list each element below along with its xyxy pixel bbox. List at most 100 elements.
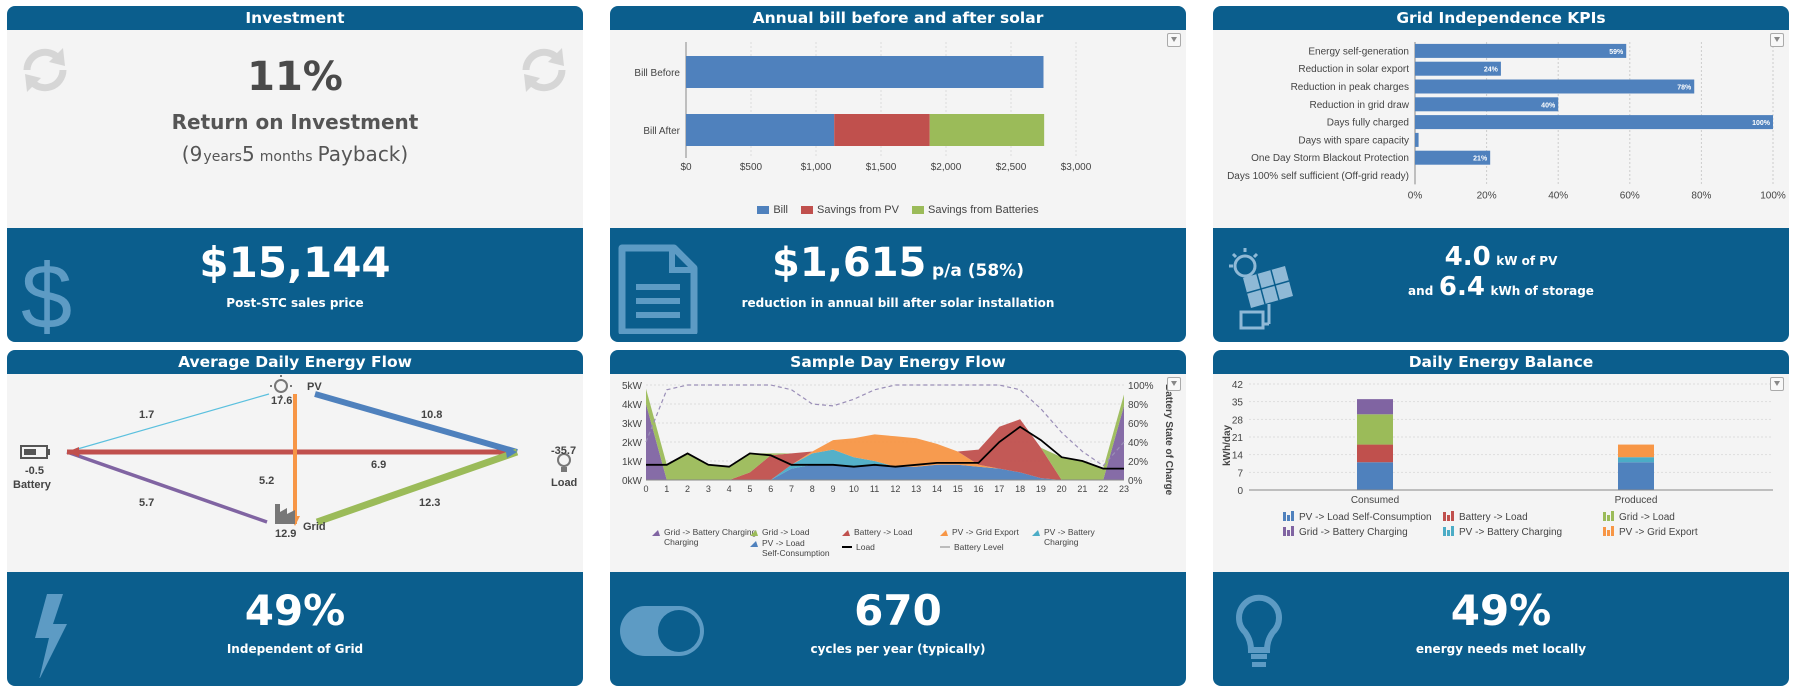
edge-label-battery-load: 6.9: [371, 459, 386, 471]
bill-chart: $0 $500 $1,000 $1,500 $2,000 $2,500 $3,000 Bill…: [634, 42, 1092, 173]
legend-label: Grid -> Load: [1619, 512, 1675, 523]
pv-node-value: 17.6: [271, 395, 292, 407]
solar-panel-icon: [1229, 248, 1293, 330]
legend-load: Load: [842, 542, 875, 552]
svg-text:PV -> Load: PV -> Load: [762, 538, 805, 548]
data-label: 100%: [1752, 120, 1771, 127]
area-series: [646, 404, 1124, 480]
x-tick-label: 4: [727, 484, 732, 494]
sample-title: Sample Day Energy Flow: [610, 350, 1186, 374]
category-label: Energy self-generation: [1308, 46, 1409, 57]
payback-tail: Payback): [317, 142, 409, 166]
kpi-body: 0% 20% 40% 60% 80% 100% Energy self-generation…: [1213, 30, 1789, 228]
bill-saving-label: reduction in annual bill after solar ins…: [741, 296, 1055, 310]
battery-level-line: [645, 384, 1125, 467]
x-tick-label: 2: [685, 484, 690, 494]
svg-text:Battery -> Load: Battery -> Load: [854, 527, 913, 537]
bar: [1415, 43, 1627, 58]
legend-swatch: [1287, 530, 1290, 536]
legend-battery-load: Battery -> Load: [842, 527, 913, 537]
sales-price: $15,144: [199, 238, 391, 287]
y2-tick-label: 60%: [1128, 419, 1148, 430]
bill-saving-suffix: p/a (58%): [931, 261, 1024, 281]
download-chart-button[interactable]: [1770, 33, 1784, 47]
download-chart-button[interactable]: [1770, 377, 1784, 391]
edge-label-pv-battery: 1.7: [139, 409, 154, 421]
x-tick-label: 20%: [1477, 190, 1497, 201]
grid-node-label: Grid: [303, 521, 326, 533]
x-tick-label: $0: [680, 162, 692, 173]
flow-footer: 49% Independent of Grid: [7, 572, 583, 686]
payback-months-unit: months: [259, 149, 313, 165]
legend-pv-export: PV -> Grid Export: [940, 527, 1019, 537]
svg-text:Battery Level: Battery Level: [954, 542, 1004, 552]
battery-icon: [20, 445, 50, 459]
legend-swatch: [1611, 526, 1614, 536]
category-label: Bill Before: [634, 68, 680, 79]
category-label: Days 100% self sufficient (Off-grid read…: [1227, 171, 1409, 182]
x-tick-label: 19: [1036, 484, 1046, 494]
x-tick-label: 11: [870, 484, 879, 494]
bar-segment: [1618, 457, 1654, 463]
kpi-chart: 0% 20% 40% 60% 80% 100% Energy self-generation…: [1227, 42, 1786, 201]
legend-savings-batteries: Savings from Batteries: [912, 204, 1039, 216]
cycles-value: 670: [854, 586, 942, 635]
area-series: [646, 388, 1124, 480]
battery-node-value: -0.5: [25, 465, 44, 477]
category-label: Bill After: [643, 126, 680, 137]
kpi-title: Grid Independence KPIs: [1213, 6, 1789, 30]
y-tick-label: 14: [1232, 451, 1244, 462]
x-tick-label: $1,500: [866, 162, 897, 173]
refresh-icon: [522, 48, 566, 92]
legend-bill: Bill: [757, 204, 788, 216]
bar-segment: [1357, 462, 1393, 490]
bar: [1415, 150, 1491, 165]
category-label: Days fully charged: [1327, 118, 1409, 129]
y2-tick-label: 20%: [1128, 457, 1148, 468]
refresh-icon: [23, 48, 67, 92]
legend-swatch: [1443, 527, 1446, 536]
sample-body: 0kW 1kW 2kW 3kW 4kW 5kW 0% 20% 40% 60% 80% 100% Batt…: [610, 374, 1186, 572]
y2-axis-label: Battery State of Charge: [1163, 384, 1174, 496]
x-tick-label: 21: [1077, 484, 1087, 494]
y-tick-label: 21: [1232, 433, 1244, 444]
pv-kw: 4.0: [1444, 242, 1491, 272]
legend-swatch: [1607, 515, 1610, 521]
legend-savings-pv: Savings from PV: [801, 204, 899, 216]
toggle-icon: [620, 606, 704, 656]
edge-grid-load: [315, 448, 519, 526]
legend-swatch: [1447, 530, 1450, 536]
svg-text:PV -> Grid Export: PV -> Grid Export: [952, 527, 1019, 537]
svg-text:Load: Load: [856, 542, 875, 552]
legend-savings-batteries-label: Savings from Batteries: [928, 204, 1039, 216]
bar-segment: [1357, 414, 1393, 445]
sales-price-label: Post-STC sales price: [226, 296, 364, 310]
legend-swatch: [1283, 527, 1286, 536]
y-tick-label: 3kW: [622, 419, 643, 430]
data-label: 40%: [1541, 102, 1556, 109]
lightbulb-icon: [1236, 594, 1282, 667]
payback-years-unit: years: [203, 149, 242, 165]
bill-panel: Annual bill before and after solar $0 $50…: [610, 6, 1186, 342]
edge-label-grid-battery: 5.7: [139, 497, 154, 509]
svg-text:Self-Consumption: Self-Consumption: [762, 548, 830, 558]
bill-footer: $1,615 p/a (58%) reduction in annual bil…: [610, 228, 1186, 342]
investment-footer: $ $15,144 Post-STC sales price: [7, 228, 583, 342]
category-label: Days with spare capacity: [1298, 135, 1409, 146]
kpi-footer: 4.0 kW of PV and 6.4 kWh of storage: [1213, 228, 1789, 342]
balance-panel: Daily Energy Balance 0 7 14 21 28 35 42 kWh/day…: [1213, 350, 1789, 686]
data-label: 59%: [1609, 49, 1624, 56]
x-tick-label: $1,000: [801, 162, 832, 173]
x-tick-label: 18: [1015, 484, 1025, 494]
payback-open: (: [181, 142, 190, 166]
balance-body: 0 7 14 21 28 35 42 kWh/day Consumed Produced PV ->…: [1213, 374, 1789, 572]
download-chart-button[interactable]: [1167, 377, 1181, 391]
bar: [1415, 61, 1501, 76]
legend-label: PV -> Grid Export: [1619, 527, 1698, 538]
local-value: 49%: [1450, 586, 1552, 635]
payback-line: (9 years5 months Payback): [7, 142, 583, 166]
download-chart-button[interactable]: [1167, 33, 1181, 47]
x-tick-label: 22: [1098, 484, 1108, 494]
bar: [1415, 115, 1773, 130]
